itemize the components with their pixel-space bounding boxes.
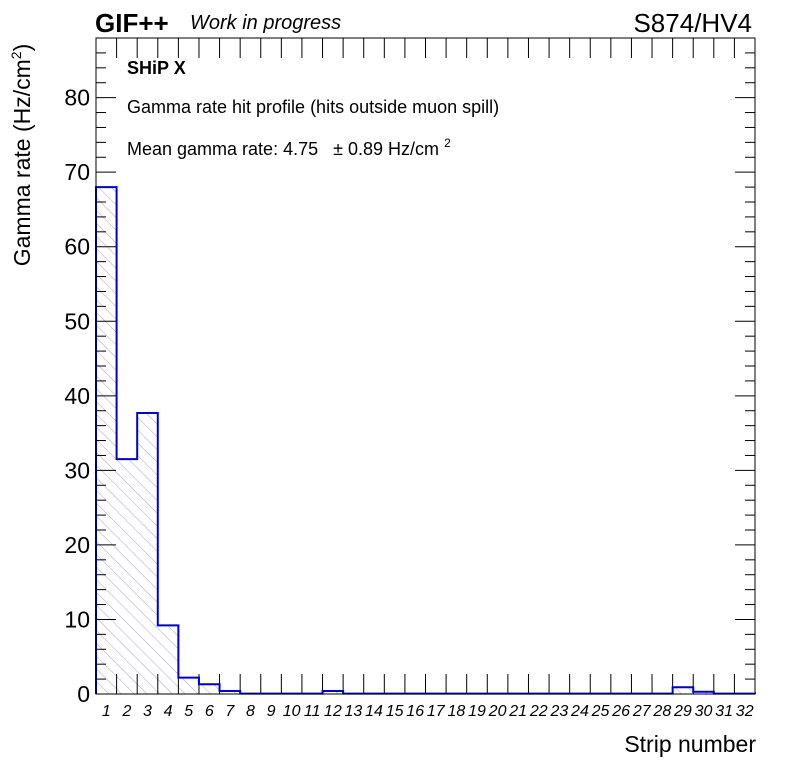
x-tick-label: 31 — [715, 703, 733, 720]
y-axis-title: Gamma rate (Hz/cm2) — [8, 44, 36, 267]
x-tick-label: 22 — [529, 703, 548, 720]
y-axis-title-text: Gamma rate (Hz/cm — [9, 59, 35, 267]
x-tick-label: 24 — [570, 703, 589, 720]
x-tick-label: 28 — [652, 703, 671, 720]
x-tick-label: 6 — [205, 703, 214, 720]
x-tick-label: 9 — [267, 703, 276, 720]
x-axis-title: Strip number — [624, 731, 756, 757]
x-tick-label: 18 — [447, 703, 465, 720]
work-in-progress-label: Work in progress — [190, 12, 342, 34]
x-tick-label: 12 — [324, 703, 342, 720]
y-tick-label: 20 — [64, 532, 90, 558]
annotation-title: SHiP X — [127, 58, 186, 78]
annotation-mean-rate: Mean gamma rate: 4.75 ± 0.89 Hz/cm 2 — [127, 136, 451, 160]
x-tick-label: 4 — [164, 703, 173, 720]
y-tick-label: 40 — [64, 383, 90, 409]
y-tick-label: 60 — [64, 234, 90, 260]
mean-rate-unit-exponent: 2 — [444, 136, 451, 150]
x-tick-label: 27 — [632, 703, 652, 720]
x-tick-label: 3 — [143, 703, 152, 720]
x-tick-label: 10 — [283, 703, 301, 720]
y-tick-label: 50 — [64, 308, 90, 334]
bar-strip-3 — [137, 412, 158, 694]
bar-strip-4 — [157, 625, 179, 694]
bar-strip-12 — [322, 691, 344, 694]
y-tick-label: 30 — [64, 457, 90, 483]
x-tick-label: 20 — [488, 703, 507, 720]
bar-strip-5 — [178, 677, 199, 694]
annotation-subtitle: Gamma rate hit profile (hits outside muo… — [127, 97, 500, 117]
x-tick-label: 29 — [673, 703, 692, 720]
run-label: S874/HV4 — [633, 8, 752, 38]
x-tick-label: 1 — [102, 703, 111, 720]
x-tick-label: 32 — [736, 703, 754, 720]
x-tick-label: 7 — [225, 703, 235, 720]
x-tick-label: 5 — [184, 703, 193, 720]
x-tick-label: 16 — [406, 703, 424, 720]
mean-rate-error: ± 0.89 Hz/cm — [333, 139, 440, 159]
bar-strip-30 — [693, 691, 714, 694]
y-axis-title-exponent: 2 — [8, 51, 24, 60]
x-tick-label: 11 — [304, 703, 321, 720]
gif-label: GIF++ — [95, 8, 169, 38]
x-tick-label: 8 — [246, 703, 255, 720]
y-tick-label: 80 — [64, 85, 90, 111]
y-tick-label: 70 — [64, 159, 90, 185]
x-tick-label: 14 — [365, 703, 383, 720]
x-tick-label: 30 — [695, 703, 713, 720]
plot-frame — [95, 37, 756, 695]
y-tick-label: 10 — [64, 606, 90, 632]
x-tick-label: 19 — [468, 703, 486, 720]
x-tick-label: 17 — [427, 703, 446, 720]
bar-strip-7 — [219, 691, 241, 694]
bar-strip-29 — [672, 687, 694, 694]
bar-strip-1 — [96, 187, 117, 694]
bar-strip-6 — [198, 684, 220, 694]
x-tick-label: 26 — [611, 703, 630, 720]
x-tick-label: 2 — [121, 703, 131, 720]
bar-strip-2 — [116, 459, 138, 694]
mean-rate-text: Mean gamma rate: 4.75 — [127, 139, 319, 159]
y-axis-title-close: ) — [9, 43, 35, 52]
y-tick-label: 0 — [77, 681, 90, 707]
x-tick-label: 13 — [345, 703, 363, 720]
x-tick-label: 25 — [591, 703, 610, 720]
x-tick-label: 15 — [386, 703, 404, 720]
x-tick-label: 23 — [549, 703, 568, 720]
histogram-outline — [95, 186, 756, 695]
x-tick-label: 21 — [508, 703, 527, 720]
